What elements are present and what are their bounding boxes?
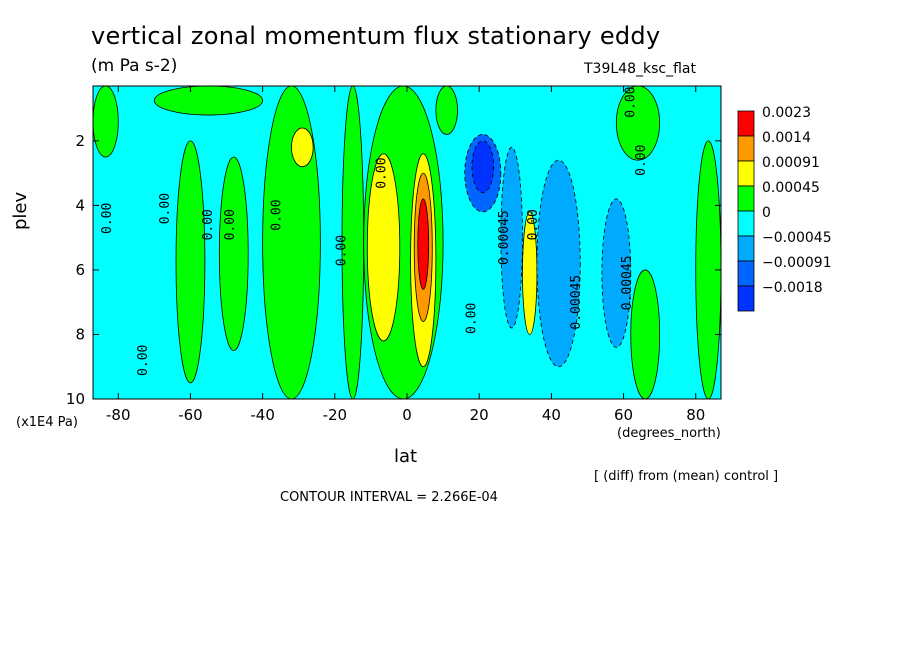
x-tick-label: 40 [542, 406, 561, 424]
contour-interval: CONTOUR INTERVAL = 2.266E-04 [280, 490, 498, 505]
legend-swatch [737, 160, 755, 187]
y-tick-label: 6 [75, 261, 85, 279]
x-tick-label: -40 [250, 406, 275, 424]
field-band [262, 86, 321, 399]
x-tick-label: 80 [686, 406, 705, 424]
legend-swatch [737, 285, 755, 312]
legend-label: 0.0023 [762, 105, 811, 121]
x-tick-label: -60 [178, 406, 203, 424]
x-tick-label: 0 [402, 406, 412, 424]
legend-swatch [737, 135, 755, 162]
y-tick-label: 2 [75, 132, 85, 150]
field-band [417, 198, 430, 290]
legend-label: 0 [762, 205, 771, 221]
field-band [536, 159, 581, 368]
contour-label: 0.00 [136, 345, 151, 376]
contour-label: 0.00 [465, 303, 480, 334]
legend-swatch [737, 185, 755, 212]
contour-label: 0.00 [201, 209, 216, 240]
field-band [291, 127, 314, 168]
diff-note: [ (diff) from (mean) control ] [594, 469, 779, 484]
field-band [630, 269, 661, 399]
contour-label: 0.00 [158, 193, 173, 224]
field-band [471, 140, 495, 193]
x-axis-label: lat [394, 446, 418, 467]
chart-title: vertical zonal momentum flux stationary … [91, 22, 661, 50]
field-band [175, 140, 206, 384]
x-tick-label: 20 [470, 406, 489, 424]
field-band [601, 198, 632, 348]
field-band [93, 86, 119, 158]
contour-label: 0.00 [335, 235, 350, 266]
contour-label: 0.00 [270, 199, 285, 230]
x-axis-ticks: -80 -60 -40 -20 0 20 40 60 80 [106, 86, 705, 424]
legend-swatch [737, 260, 755, 287]
legend-label: −0.0018 [762, 280, 823, 296]
contour-labels: 0.00 0.00 0.00 0.00 0.00 0.00 0.00 0.00 0.00045 0… [100, 86, 649, 375]
y-tick-label: 10 [66, 390, 85, 408]
x-tick-label: -80 [106, 406, 131, 424]
contour-label: 0.00 [623, 86, 638, 117]
legend-label: 0.0014 [762, 130, 811, 146]
field-layer [93, 86, 721, 399]
legend-swatch [737, 210, 755, 237]
contour-label: 0.00 [223, 209, 238, 240]
field-band [435, 86, 458, 135]
contour-label: 0.00 [634, 145, 649, 176]
contour-label: 0.00 [374, 157, 389, 188]
legend-swatch [737, 110, 755, 137]
field-band [522, 211, 538, 335]
field-band [218, 156, 249, 351]
field-band [153, 86, 264, 116]
field-band [366, 153, 401, 342]
contour-label: 0.00 [526, 209, 541, 240]
color-legend: 0.0023 0.0014 0.00091 0.00045 0 −0.00045 −0.00… [737, 105, 832, 312]
contour-label: 0.00045 [569, 275, 584, 330]
legend-label: −0.00091 [762, 255, 832, 271]
legend-label: 0.00091 [762, 155, 820, 171]
field-band [615, 86, 661, 161]
x-tick-label: -20 [323, 406, 348, 424]
chart-units: (m Pa s-2) [91, 56, 178, 76]
y-axis-units: (x1E4 Pa) [16, 415, 78, 430]
contour-label: 0.00 [100, 203, 115, 234]
run-label: T39L48_ksc_flat [584, 61, 696, 77]
contour-label: 0.00045 [497, 210, 512, 265]
legend-label: −0.00045 [762, 230, 832, 246]
legend-label: 0.00045 [762, 180, 820, 196]
legend-swatch [737, 235, 755, 262]
y-tick-label: 8 [75, 325, 85, 343]
field-band [500, 146, 523, 329]
y-axis-ticks: 2 4 6 8 10 [66, 132, 721, 408]
y-tick-label: 4 [75, 196, 85, 214]
contour-label: 0.00045 [620, 255, 635, 310]
x-tick-label: 60 [614, 406, 633, 424]
x-axis-units: (degrees_north) [617, 426, 721, 441]
